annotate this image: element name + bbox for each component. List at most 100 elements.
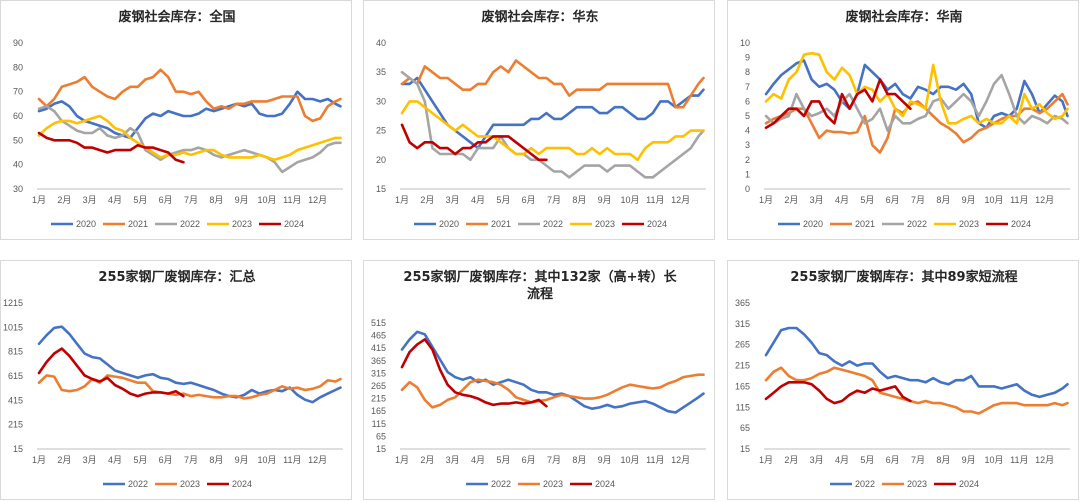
x-tick-label: 6月 bbox=[522, 455, 536, 465]
legend-label-2023: 2023 bbox=[907, 479, 927, 489]
x-tick-label: 11月 bbox=[283, 455, 301, 465]
y-tick-label: 25 bbox=[376, 126, 386, 136]
x-tick-label: 2月 bbox=[57, 455, 71, 465]
chart-panel-255-total: 255家钢厂废钢库存：汇总 15 215 415 615 815 1015 1215 1月 2月 3… bbox=[0, 260, 352, 500]
chart-title: 流程 bbox=[527, 286, 553, 302]
y-tick-label: 265 bbox=[371, 381, 386, 391]
x-tick-label: 11月 bbox=[283, 195, 301, 205]
x-tick-label: 4月 bbox=[471, 195, 485, 205]
x-tick-label: 6月 bbox=[522, 195, 536, 205]
x-tick-label: 12月 bbox=[671, 455, 690, 465]
x-tick-label: 9月 bbox=[598, 195, 612, 205]
x-tick-label: 3月 bbox=[446, 455, 460, 465]
x-tick-label: 5月 bbox=[133, 195, 147, 205]
x-tick-label: 11月 bbox=[646, 195, 664, 205]
x-tick-label: 9月 bbox=[235, 195, 249, 205]
x-tick-label: 7月 bbox=[547, 195, 561, 205]
x-tick-label: 11月 bbox=[646, 455, 664, 465]
y-tick-label: 6 bbox=[745, 96, 750, 106]
x-tick-label: 3月 bbox=[810, 455, 824, 465]
chart-title: 废钢社会库存：华南 bbox=[845, 9, 962, 25]
y-tick-label: 115 bbox=[372, 419, 386, 429]
y-tick-label: 465 bbox=[371, 331, 386, 341]
series-line-2024 bbox=[400, 123, 548, 162]
legend-label-2024: 2024 bbox=[1011, 219, 1031, 229]
series-line-2023 bbox=[400, 373, 705, 409]
x-tick-label: 5月 bbox=[496, 195, 510, 205]
y-tick-label: 30 bbox=[13, 184, 23, 194]
y-tick-label: 165 bbox=[735, 381, 750, 391]
series-line-2024 bbox=[400, 338, 548, 408]
legend-label-2022: 2022 bbox=[180, 219, 200, 229]
chart-panel-east-china: 废钢社会库存：华东 15 20 25 30 35 40 1月 2月 3月 4月 5月 6月 7月 8月 9月 1… bbox=[363, 0, 715, 240]
y-tick-label: 515 bbox=[371, 318, 386, 328]
x-tick-label: 10月 bbox=[257, 455, 276, 465]
y-tick-label: 30 bbox=[376, 96, 386, 106]
y-tick-label: 215 bbox=[371, 394, 386, 404]
legend-label-2024: 2024 bbox=[232, 479, 252, 489]
x-tick-label: 2月 bbox=[420, 455, 434, 465]
x-tick-label: 2月 bbox=[420, 195, 434, 205]
chart-svg-255-total: 255家钢厂废钢库存：汇总 15 215 415 615 815 1015 1215 1月 2月 3… bbox=[3, 269, 343, 489]
y-tick-label: 50 bbox=[13, 135, 23, 145]
y-tick-label: 80 bbox=[13, 62, 23, 72]
x-tick-label: 3月 bbox=[810, 195, 824, 205]
x-tick-label: 10月 bbox=[257, 195, 276, 205]
series-line-2023 bbox=[37, 374, 342, 400]
y-tick-label: 70 bbox=[13, 87, 23, 97]
x-tick-label: 12月 bbox=[1035, 455, 1054, 465]
legend-label-2023: 2023 bbox=[595, 219, 615, 229]
y-tick-label: 35 bbox=[376, 67, 386, 77]
legend-label-2021: 2021 bbox=[491, 219, 511, 229]
x-tick-label: 8月 bbox=[572, 455, 586, 465]
x-tick-label: 9月 bbox=[962, 455, 976, 465]
y-tick-label: 15 bbox=[376, 444, 386, 454]
series-line-2023 bbox=[764, 366, 1069, 415]
x-tick-label: 8月 bbox=[209, 195, 223, 205]
legend-label-2023: 2023 bbox=[959, 219, 979, 229]
chart-title: 废钢社会库存：华东 bbox=[481, 9, 598, 25]
y-tick-label: 215 bbox=[8, 420, 23, 430]
legend-label-2022: 2022 bbox=[491, 479, 511, 489]
x-tick-label: 12月 bbox=[308, 455, 327, 465]
x-tick-label: 8月 bbox=[936, 455, 950, 465]
y-tick-label: 415 bbox=[8, 395, 23, 405]
legend-label-2021: 2021 bbox=[128, 219, 148, 229]
legend-label-2020: 2020 bbox=[439, 219, 459, 229]
x-tick-label: 3月 bbox=[446, 195, 460, 205]
y-tick-label: 40 bbox=[13, 160, 23, 170]
y-tick-label: 615 bbox=[8, 371, 23, 381]
x-tick-label: 12月 bbox=[671, 195, 690, 205]
x-tick-label: 12月 bbox=[308, 195, 327, 205]
legend-label-2022: 2022 bbox=[855, 479, 875, 489]
y-tick-label: 60 bbox=[13, 111, 23, 121]
series-line-2022 bbox=[400, 330, 705, 414]
x-tick-label: 10月 bbox=[984, 195, 1003, 205]
y-tick-label: 9 bbox=[745, 53, 750, 63]
x-tick-label: 3月 bbox=[83, 195, 97, 205]
x-tick-label: 9月 bbox=[598, 455, 612, 465]
x-tick-label: 1月 bbox=[759, 195, 773, 205]
y-tick-label: 165 bbox=[371, 406, 386, 416]
x-tick-label: 5月 bbox=[496, 455, 510, 465]
chart-svg-132-long-process: 255家钢厂废钢库存：其中132家（高+转）长流程 15 65 115 165 215 26… bbox=[371, 269, 706, 489]
chart-panel-national: 废钢社会库存：全国 30 40 50 60 70 80 90 1月 2月 3月 4月 5月 6月 7月 8月 9… bbox=[0, 0, 352, 240]
x-tick-label: 5月 bbox=[860, 455, 874, 465]
x-tick-label: 2月 bbox=[784, 195, 798, 205]
x-tick-label: 1月 bbox=[759, 455, 773, 465]
x-tick-label: 7月 bbox=[184, 195, 198, 205]
x-tick-label: 7月 bbox=[547, 455, 561, 465]
chart-panel-89-short-process: 255家钢厂废钢库存：其中89家短流程 15 65 115 165 215 265 315 36… bbox=[727, 260, 1079, 500]
series-line-2024 bbox=[764, 381, 912, 405]
chart-title: 255家钢厂废钢库存：汇总 bbox=[98, 269, 255, 285]
chart-panel-south-china: 废钢社会库存：华南 0 1 2 3 4 5 6 7 8 9 10 1月 2月 3月 4月 5月 6月 7月 8月 9月 1… bbox=[727, 0, 1079, 240]
y-tick-label: 90 bbox=[13, 38, 23, 48]
y-tick-label: 65 bbox=[740, 423, 750, 433]
series-line-2023 bbox=[400, 100, 705, 162]
x-tick-label: 10月 bbox=[620, 455, 639, 465]
y-tick-label: 7 bbox=[745, 82, 750, 92]
series-line-2021 bbox=[400, 59, 705, 109]
x-tick-label: 7月 bbox=[911, 455, 925, 465]
x-tick-label: 10月 bbox=[984, 455, 1003, 465]
legend-label-2023: 2023 bbox=[180, 479, 200, 489]
